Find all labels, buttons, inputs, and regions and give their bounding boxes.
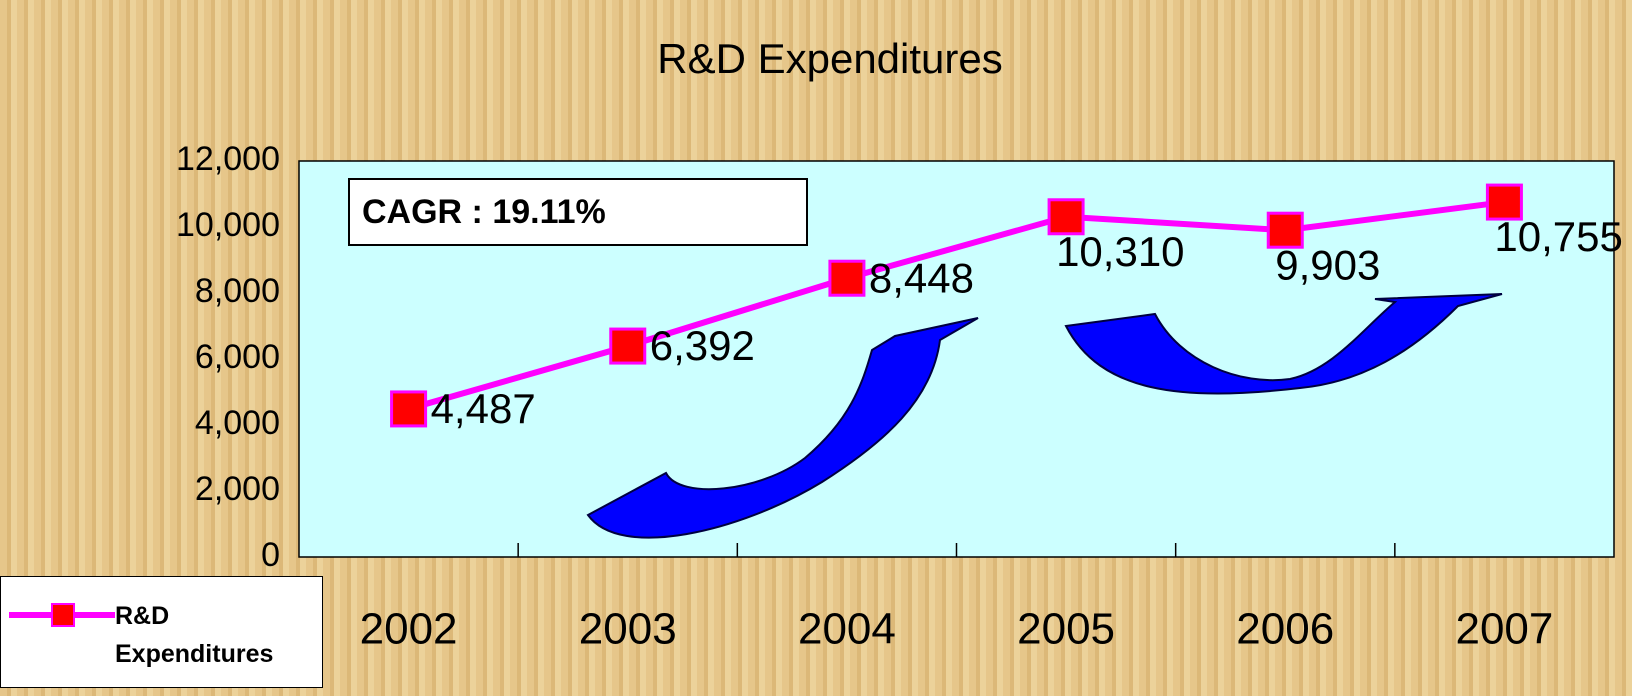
legend-label: R&D Expenditures bbox=[115, 597, 315, 673]
marker bbox=[392, 392, 426, 426]
annotation: CAGR : 19.11% bbox=[362, 193, 606, 231]
data-label: 4,487 bbox=[431, 385, 536, 432]
y-tick-label: 0 bbox=[261, 536, 280, 574]
chart-title: R&D Expenditures bbox=[657, 35, 1003, 82]
legend-symbol bbox=[1, 585, 116, 645]
data-label: 6,392 bbox=[650, 322, 755, 369]
legend-marker bbox=[52, 604, 74, 626]
x-tick-label: 2007 bbox=[1455, 605, 1553, 654]
marker bbox=[611, 329, 645, 363]
y-tick-label: 2,000 bbox=[195, 470, 280, 508]
x-tick-label: 2004 bbox=[798, 605, 896, 654]
y-tick-label: 12,000 bbox=[176, 140, 280, 178]
data-label: 10,310 bbox=[1056, 228, 1184, 275]
x-tick-label: 2002 bbox=[360, 605, 458, 654]
marker bbox=[830, 261, 864, 295]
data-label: 8,448 bbox=[869, 254, 974, 301]
y-tick-label: 4,000 bbox=[195, 404, 280, 442]
y-tick-label: 10,000 bbox=[176, 206, 280, 244]
y-tick-label: 6,000 bbox=[195, 338, 280, 376]
x-tick-label: 2003 bbox=[579, 605, 677, 654]
y-tick-label: 8,000 bbox=[195, 272, 280, 310]
x-tick-label: 2005 bbox=[1017, 605, 1115, 654]
data-label: 9,903 bbox=[1275, 241, 1380, 288]
x-tick-label: 2006 bbox=[1236, 605, 1334, 654]
chart-page: R&D Expenditures CAGR : 19.11% 0 2,000 4,0… bbox=[0, 0, 1632, 696]
data-label: 10,755 bbox=[1494, 213, 1622, 260]
legend: R&D Expenditures bbox=[0, 576, 323, 688]
